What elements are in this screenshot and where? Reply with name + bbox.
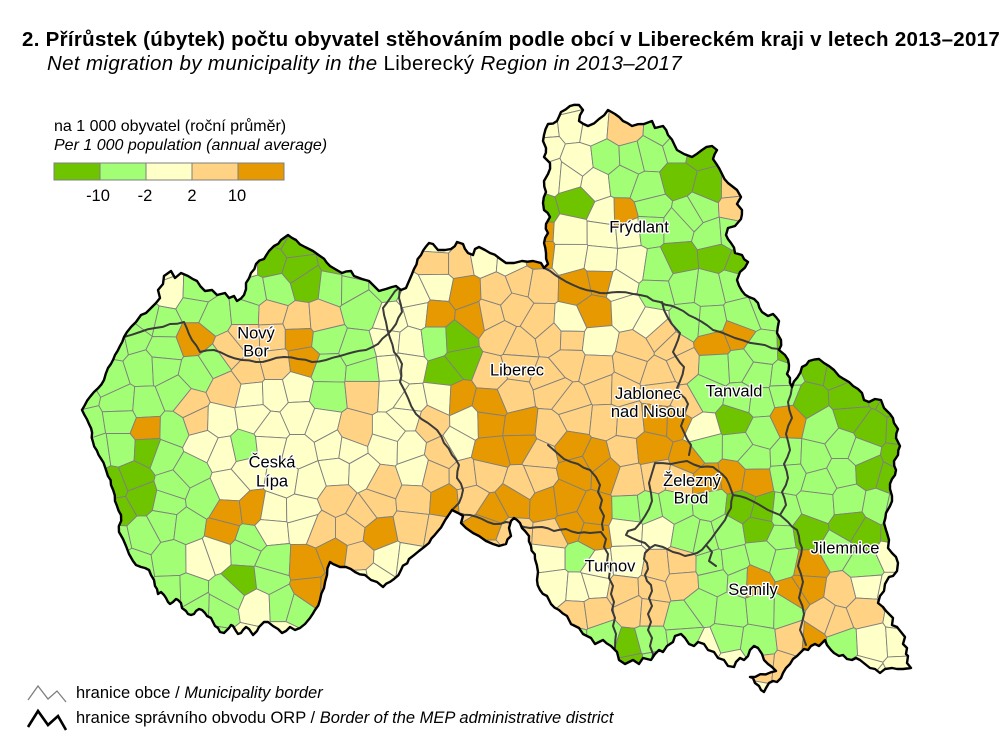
svg-text:-10: -10 <box>86 187 110 205</box>
svg-text:2: 2 <box>187 187 196 205</box>
svg-text:Liberec: Liberec <box>490 362 544 380</box>
svg-text:Tanvald: Tanvald <box>706 383 763 401</box>
svg-text:Frýdlant: Frýdlant <box>609 219 669 237</box>
svg-text:Turnov: Turnov <box>585 558 636 576</box>
svg-text:Jablonec: Jablonec <box>615 385 681 403</box>
svg-text:Bor: Bor <box>243 343 269 361</box>
svg-text:Železný: Železný <box>663 471 722 490</box>
svg-text:nad Nisou: nad Nisou <box>611 403 685 421</box>
svg-text:Brod: Brod <box>674 490 709 508</box>
svg-text:Lípa: Lípa <box>256 473 289 491</box>
svg-text:Nový: Nový <box>237 325 275 343</box>
svg-text:10: 10 <box>228 187 246 205</box>
svg-text:Semily: Semily <box>728 581 778 599</box>
svg-text:Jilemnice: Jilemnice <box>811 540 880 558</box>
svg-text:Česká: Česká <box>249 453 297 472</box>
svg-text:-2: -2 <box>138 187 153 205</box>
